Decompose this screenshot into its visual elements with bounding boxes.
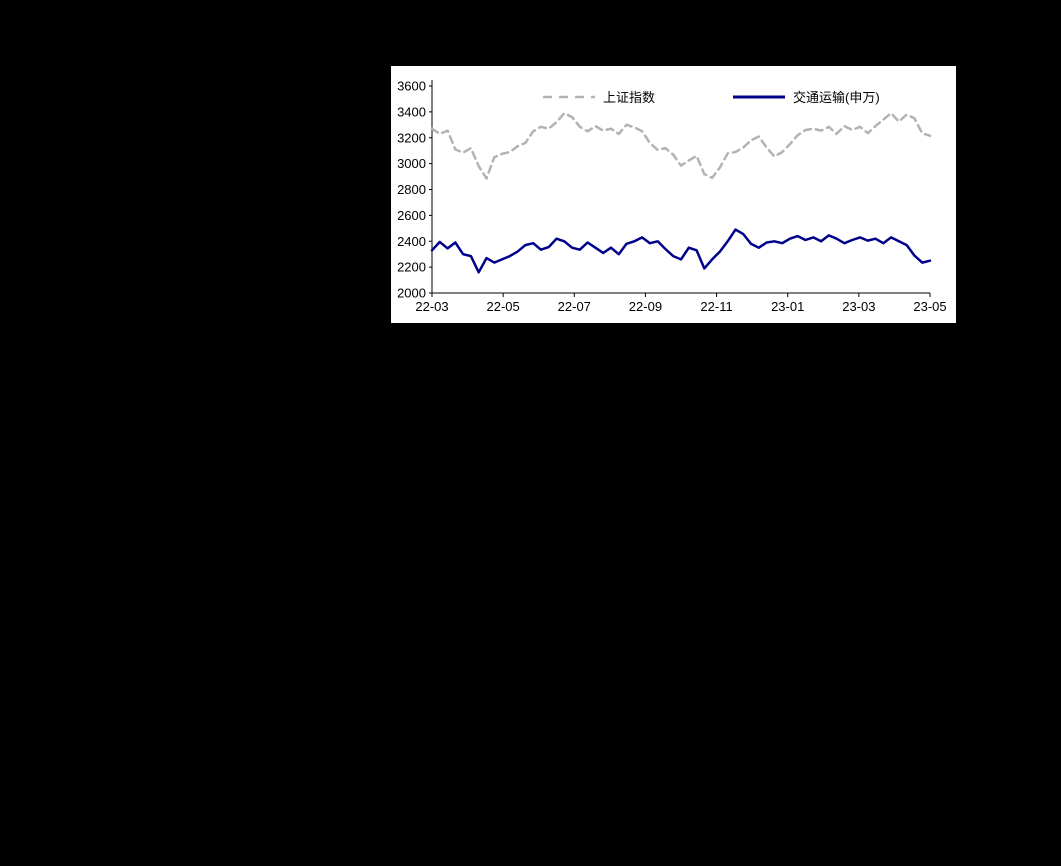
legend-label-transport: 交通运输(申万) <box>793 90 880 105</box>
svg-text:2600: 2600 <box>397 208 426 223</box>
solid-line-swatch <box>733 95 785 98</box>
svg-text:22-05: 22-05 <box>487 299 520 314</box>
svg-text:23-05: 23-05 <box>913 299 946 314</box>
svg-text:2800: 2800 <box>397 182 426 197</box>
chart-svg: 36003400320030002800260024002200200022-0… <box>397 79 947 315</box>
chart-panel: 3600 3400 3200 3000 2800 2600 2400 2200 2000 22-0… <box>391 66 956 323</box>
svg-text:22-09: 22-09 <box>629 299 662 314</box>
svg-text:23-01: 23-01 <box>771 299 804 314</box>
svg-text:22-03: 22-03 <box>415 299 448 314</box>
dashed-line-swatch <box>543 95 595 98</box>
svg-text:2000: 2000 <box>397 286 426 301</box>
svg-text:3200: 3200 <box>397 130 426 145</box>
svg-text:3400: 3400 <box>397 104 426 119</box>
legend-label-sse-index: 上证指数 <box>603 90 656 105</box>
svg-text:2400: 2400 <box>397 234 426 249</box>
svg-text:22-07: 22-07 <box>558 299 591 314</box>
legend-item-sse-index: 上证指数 <box>543 87 655 106</box>
svg-text:3000: 3000 <box>397 156 426 171</box>
legend-item-transport: 交通运输(申万) <box>733 87 880 106</box>
svg-text:3600: 3600 <box>397 79 426 94</box>
svg-text:22-11: 22-11 <box>700 299 732 314</box>
svg-text:2200: 2200 <box>397 260 426 275</box>
svg-text:23-03: 23-03 <box>842 299 875 314</box>
